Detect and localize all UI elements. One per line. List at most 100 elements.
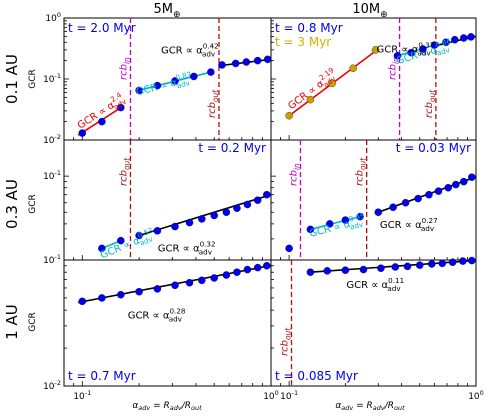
data-point xyxy=(98,244,106,253)
y-axis-label-row1: GCR xyxy=(28,194,38,214)
panel-frame xyxy=(63,139,272,261)
data-point xyxy=(117,290,125,299)
row-label-1au: 1 AU xyxy=(3,304,21,340)
y-tick-label: 10-1 xyxy=(43,72,61,85)
data-point xyxy=(438,259,447,268)
data-point xyxy=(425,190,433,199)
fit-label: GCR ∝ α2.19adv xyxy=(284,65,341,113)
data-point xyxy=(467,33,475,41)
data-point xyxy=(263,190,271,199)
data-point xyxy=(153,285,162,293)
data-point xyxy=(153,81,162,90)
data-point xyxy=(414,194,422,203)
data-point xyxy=(323,267,332,275)
data-point xyxy=(253,196,262,204)
data-point xyxy=(233,204,241,212)
rcb-label: rcbout xyxy=(424,89,437,118)
time-label: t = 2.0 Myr xyxy=(68,21,136,35)
data-point xyxy=(306,268,315,276)
data-point xyxy=(263,262,271,270)
data-point xyxy=(231,59,240,68)
data-point xyxy=(190,72,198,81)
data-point xyxy=(253,263,262,272)
data-point xyxy=(430,41,439,49)
data-point xyxy=(171,281,179,290)
data-point xyxy=(341,266,350,274)
x-tick-label: 100 xyxy=(468,389,484,402)
data-point xyxy=(391,263,400,271)
data-point xyxy=(135,287,143,296)
panel-frame xyxy=(270,139,477,261)
panel-r2-c1: 10-1 100 rcbout GCR ∝ α0.11 adv t = 0.085 Myr xyxy=(270,256,484,402)
x-tick-label: 10-1 xyxy=(73,389,91,402)
data-point xyxy=(451,35,459,44)
data-point xyxy=(389,203,397,212)
row-label-0-3au: 0.3 AU xyxy=(3,179,21,229)
rcb-label: rcbout xyxy=(207,89,220,118)
data-point xyxy=(185,218,194,227)
time-label: t = 0.03 Myr xyxy=(396,141,471,155)
data-point xyxy=(428,260,436,268)
data-point xyxy=(222,208,231,216)
column-title-5mearth: 5M⊕ xyxy=(153,2,180,20)
data-point xyxy=(377,264,385,273)
y-tick-label: 10-1 xyxy=(43,253,61,266)
data-point xyxy=(460,177,468,186)
time-label: t = 0.8 Myr xyxy=(275,21,343,35)
x-tick-label: 10-1 xyxy=(280,389,298,402)
rcb-label: rcbout xyxy=(280,327,293,356)
data-point xyxy=(171,222,179,231)
data-point xyxy=(153,227,162,235)
data-point xyxy=(374,208,383,216)
time-label: t = 0.7 Myr xyxy=(68,369,136,383)
row-label-0-1au: 0.1 AU xyxy=(3,54,21,104)
data-point xyxy=(243,200,252,209)
data-point xyxy=(442,38,450,47)
data-point xyxy=(218,61,226,69)
panel-r2-c0: 10-2 10-1 10-1 100 GCR ∝ α0.28 adv t = 0.7 Myr xyxy=(43,253,279,402)
data-point xyxy=(243,265,252,274)
data-point xyxy=(359,265,368,274)
data-point xyxy=(98,294,106,302)
fit-label: GCR ∝ α0.37 adv xyxy=(377,40,435,57)
panel-r1-c1: rcbin rcbout GCR ∝ α0.45adv GCR ∝ α0.27 adv t… xyxy=(270,139,477,261)
data-point xyxy=(210,274,218,282)
time-label: t = 3 Myr xyxy=(275,35,331,49)
rcb-label: rcbout xyxy=(118,157,131,186)
data-point xyxy=(285,244,293,253)
time-label: t = 0.085 Myr xyxy=(275,369,358,383)
data-point xyxy=(253,56,262,65)
data-point xyxy=(444,184,452,192)
fit-label: GCR ∝ α0.53adv xyxy=(97,226,157,264)
fit-line xyxy=(310,215,361,231)
data-point xyxy=(407,48,415,57)
data-point xyxy=(135,86,143,95)
data-point xyxy=(468,173,476,181)
fit-line xyxy=(397,43,438,57)
data-point xyxy=(371,46,380,54)
data-point xyxy=(326,220,334,228)
data-point xyxy=(135,231,143,240)
data-point xyxy=(263,55,272,64)
fit-label: GCR ∝ α0.45adv xyxy=(307,211,367,242)
column-title-10mearth: 10M⊕ xyxy=(352,2,387,20)
data-point xyxy=(78,129,87,137)
data-point xyxy=(117,103,125,112)
fit-label: GCR ∝ α0.87adv xyxy=(134,70,194,101)
data-point xyxy=(207,68,215,76)
fit-label: GCR ∝ α0.32 adv xyxy=(158,240,216,257)
data-point xyxy=(198,215,206,223)
rcb-label: rcbin xyxy=(388,57,401,80)
y-tick-label: 10-2 xyxy=(43,133,61,146)
data-point xyxy=(233,268,241,276)
y-axis-label-row2: GCR xyxy=(28,312,38,332)
data-point xyxy=(419,45,427,53)
fit-label: GCR ∝ α2.4adv xyxy=(74,90,129,134)
y-tick-label: 10-1 xyxy=(43,169,61,182)
x-axis-label-col0: αadv = Radv/Rout xyxy=(132,401,202,412)
data-point xyxy=(171,77,179,85)
data-point xyxy=(401,198,410,207)
data-point xyxy=(452,180,460,189)
